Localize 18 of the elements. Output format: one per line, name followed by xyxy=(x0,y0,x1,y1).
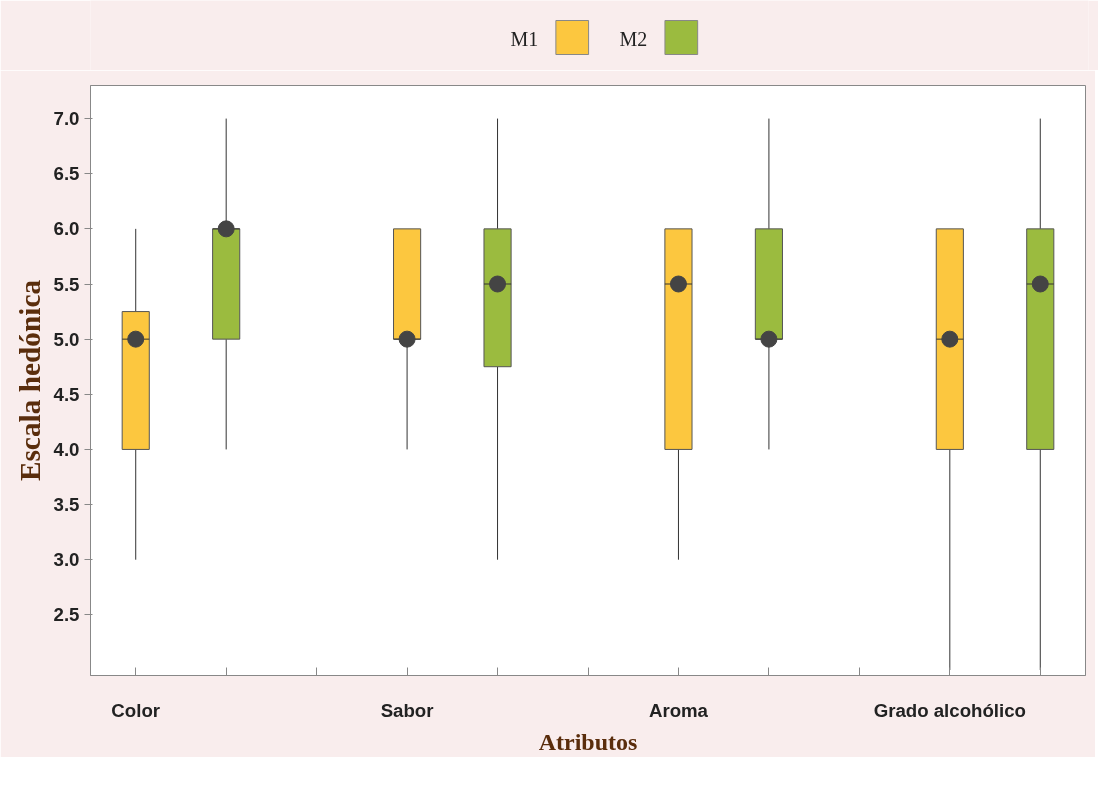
legend-label: M1 xyxy=(510,27,539,50)
y-tick-label: 5.5 xyxy=(53,273,80,295)
x-axis-title: Atributos xyxy=(538,728,638,755)
y-tick-label: 7.0 xyxy=(53,108,80,130)
y-tick-label: 4.0 xyxy=(53,438,80,460)
y-axis-title: Escala hedónica xyxy=(13,279,46,482)
x-tick-label: Sabor xyxy=(380,699,434,721)
x-tick-label: Color xyxy=(111,699,161,721)
legend-label: M2 xyxy=(619,27,648,50)
y-tick-label: 6.0 xyxy=(53,218,80,240)
y-tick-label: 3.0 xyxy=(53,549,80,571)
y-tick-label: 6.5 xyxy=(53,163,80,185)
y-tick-label: 2.5 xyxy=(53,604,80,626)
y-tick-label: 4.5 xyxy=(53,383,80,405)
y-tick-label: 5.0 xyxy=(53,328,80,350)
x-tick-label: Grado alcohólico xyxy=(873,699,1027,721)
y-tick-label: 3.5 xyxy=(53,494,80,516)
x-tick-label: Aroma xyxy=(648,699,709,721)
